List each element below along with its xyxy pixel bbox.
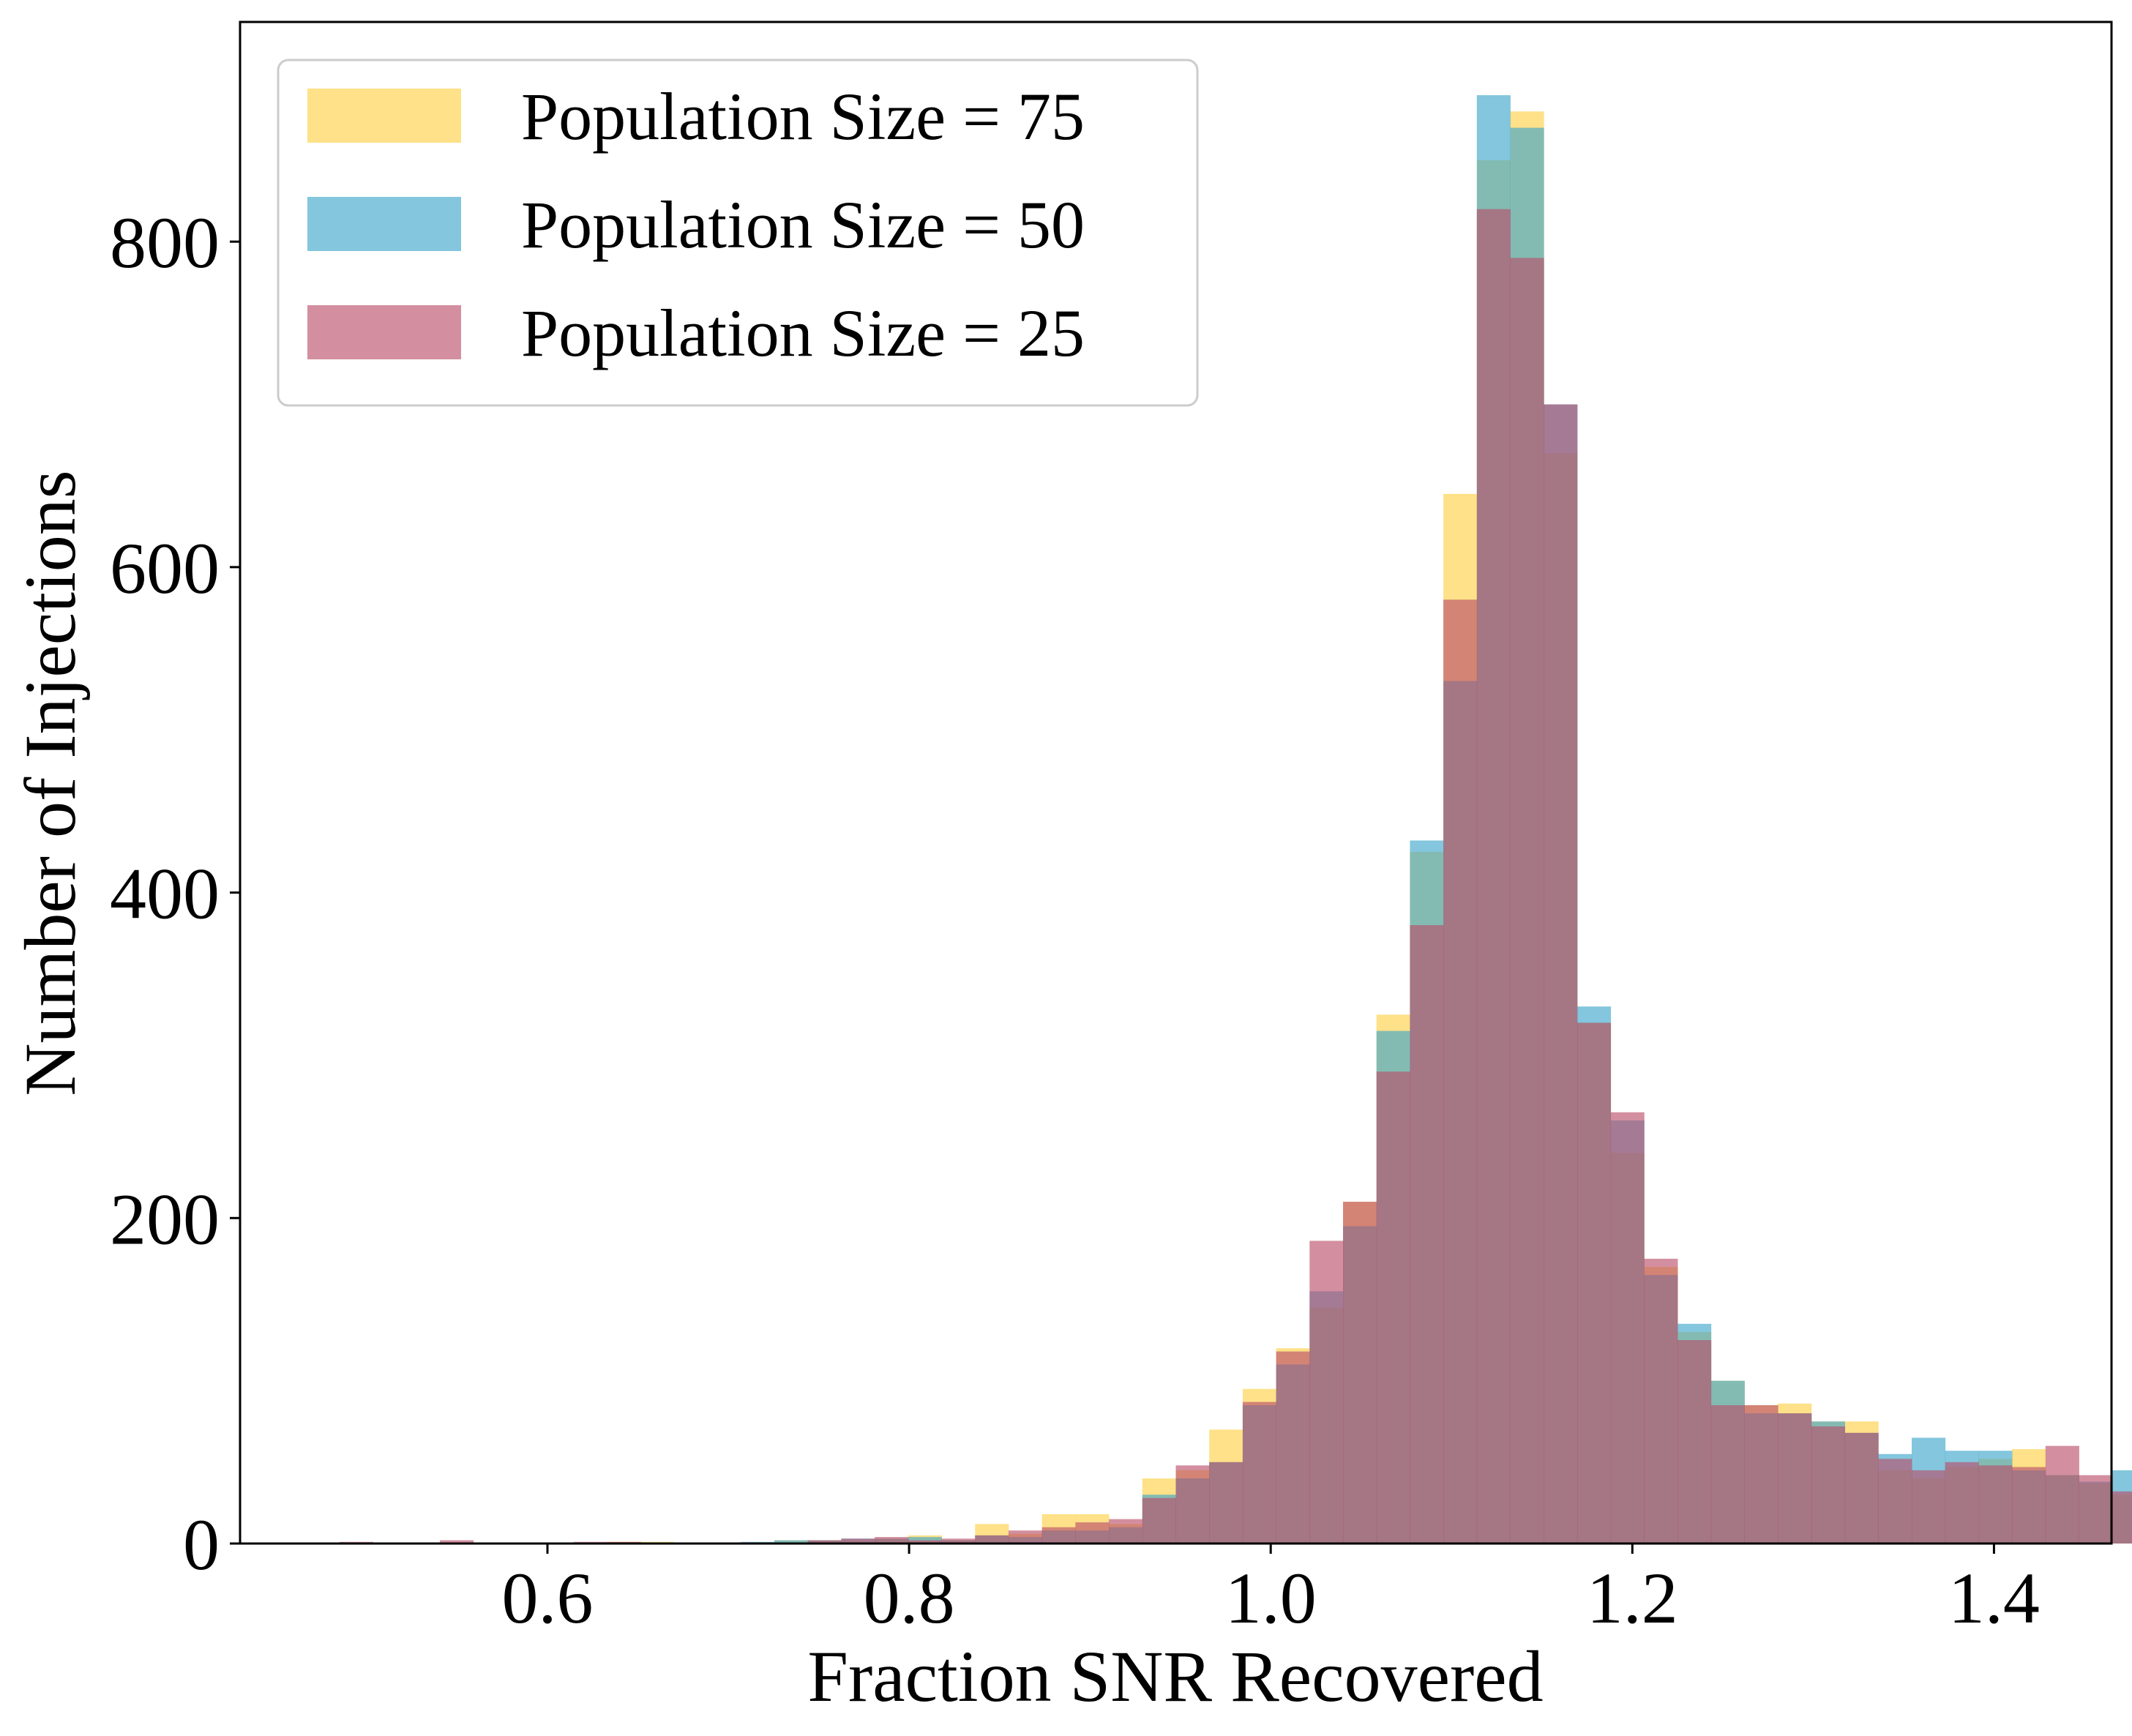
bar [1276,1351,1310,1544]
bar [1175,1465,1210,1544]
x-tick-label: 1.0 [1225,1557,1317,1639]
x-tick-label: 0.8 [864,1557,955,1639]
bar [1309,1241,1344,1544]
bar [1710,1405,1745,1544]
bar [908,1540,942,1544]
bar [875,1537,909,1544]
bar [1677,1340,1712,1544]
y-axis-label: Number of Injections [10,470,91,1096]
bar [774,1540,809,1544]
bar [2012,1467,2046,1544]
y-axis-ticks: 0 200 400 600 800 [110,202,240,1585]
bar [439,1540,474,1544]
bar [1778,1413,1812,1544]
bar [1109,1519,1143,1544]
bar [1912,1470,1946,1544]
bar [1008,1530,1043,1544]
bar [1443,599,1478,1544]
bar [1510,258,1544,1544]
y-tick-label: 0 [183,1504,220,1585]
x-tick-label: 1.4 [1948,1557,2040,1639]
legend-swatch [307,197,461,251]
bar [1610,1112,1645,1544]
y-tick-label: 600 [110,528,220,609]
plot-frame [239,20,2113,1545]
bar [1544,404,1578,1544]
bar [1644,1258,1678,1544]
bar [1410,925,1444,1544]
bar [1476,209,1511,1544]
y-tick-label: 400 [110,853,220,935]
histogram-bars [339,95,2132,1544]
y-tick-label: 200 [110,1178,220,1260]
x-axis-ticks: 0.6 0.8 1.0 1.2 1.4 [501,1544,2040,1639]
bar [1075,1522,1110,1544]
legend-swatch [307,89,461,143]
x-tick-label: 0.6 [501,1557,593,1639]
bar [1744,1405,1778,1544]
y-tick-label: 800 [110,202,220,283]
legend-label: Population Size = 25 [521,296,1085,370]
x-axis-label: Fraction SNR Recovered [807,1636,1543,1717]
legend: Population Size = 75 Population Size = 50… [277,59,1199,407]
bar [2045,1445,2079,1544]
bar [1878,1459,1912,1544]
bar [1209,1462,1243,1544]
x-tick-label: 1.2 [1587,1557,1678,1639]
bar [975,1535,1009,1544]
bar [1343,1202,1377,1544]
bar [941,1538,976,1544]
bar [1811,1426,1845,1544]
bar [1041,1527,1076,1544]
series-3-bars [339,209,2132,1544]
bar [807,1540,842,1544]
legend-swatch [307,305,461,359]
legend-label: Population Size = 50 [521,187,1085,262]
bar [1978,1465,2013,1544]
bar [1945,1462,1979,1544]
legend-label: Population Size = 75 [521,79,1085,154]
legend-frame [277,59,1199,407]
bar [841,1538,875,1544]
bar [1376,1071,1410,1544]
bar [1576,1022,1612,1544]
bar [2112,1491,2132,1544]
legend-entries: Population Size = 75 Population Size = 50… [307,79,1085,370]
bar [1242,1402,1277,1544]
bar [1142,1497,1176,1544]
bar [1844,1432,1879,1544]
bar [2079,1475,2113,1544]
